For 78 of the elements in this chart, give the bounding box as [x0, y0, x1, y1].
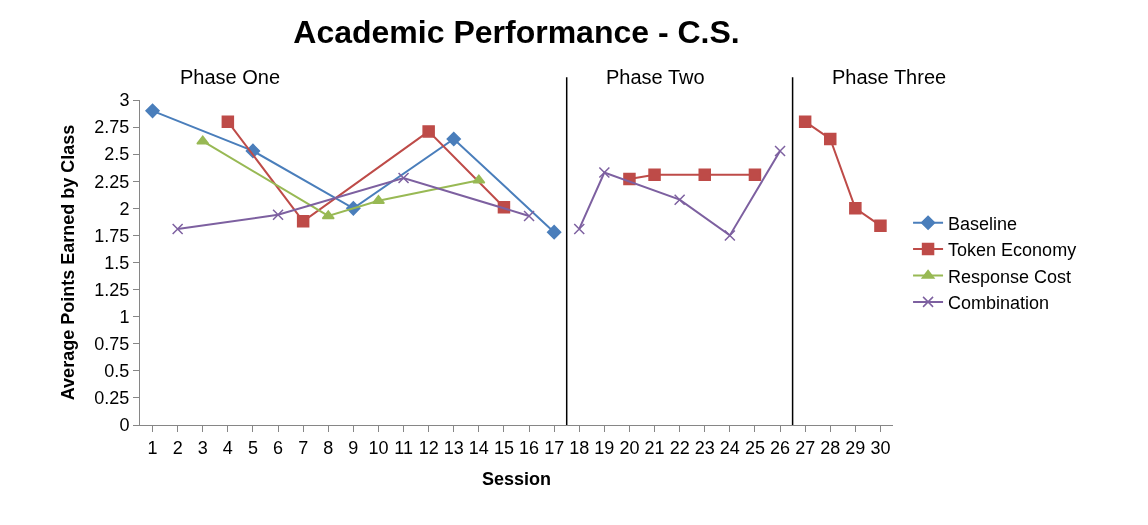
- point: [774, 145, 786, 157]
- point: [673, 193, 686, 206]
- x-tick-label: 30: [870, 437, 891, 458]
- y-tick-label: 1.25: [94, 279, 130, 300]
- point: [824, 132, 837, 146]
- x-tick-label: 17: [544, 437, 565, 458]
- y-axis-title: Average Points Earned by Class: [57, 124, 78, 401]
- point: [321, 210, 335, 220]
- point: [296, 215, 310, 228]
- x-tick-label: 24: [719, 437, 740, 458]
- legend-label: Baseline: [948, 213, 1018, 234]
- x-tick-label: 29: [845, 437, 866, 458]
- x-tick-label: 14: [468, 437, 489, 458]
- y-tick-label: 2: [119, 198, 130, 219]
- point: [397, 172, 410, 184]
- point: [648, 168, 661, 181]
- y-tick-label: 0.25: [94, 388, 130, 409]
- x-tick-label: 3: [197, 437, 208, 458]
- point: [272, 209, 284, 221]
- x-tick-label: 19: [594, 437, 615, 458]
- x-tick-label: 26: [770, 437, 791, 458]
- x-tick-label: 4: [222, 437, 233, 458]
- point: [724, 229, 736, 242]
- x-tick-label: 7: [298, 437, 309, 458]
- y-tick-label: 2.5: [104, 144, 130, 165]
- x-tick-label: 20: [619, 437, 640, 458]
- x-tick-label: 22: [669, 437, 690, 458]
- x-tick-label: 28: [820, 437, 841, 458]
- x-tick-label: 15: [493, 437, 514, 458]
- legend-label: Combination: [948, 292, 1050, 313]
- y-tick-label: 0: [119, 415, 130, 436]
- x-tick-label: 21: [644, 437, 665, 458]
- text: Phase Three: [832, 66, 947, 88]
- y-tick-label: 1.75: [94, 225, 130, 246]
- y-tick-label: 0.75: [94, 334, 130, 355]
- chart-title: Academic Performance - C.S.: [293, 14, 740, 51]
- point: [472, 174, 486, 184]
- point: [748, 168, 762, 181]
- y-tick-label: 3: [119, 90, 130, 111]
- x-tick-label: 9: [348, 437, 359, 458]
- text: Phase Two: [606, 66, 705, 88]
- x-tick-label: 11: [394, 437, 413, 458]
- point: [798, 115, 812, 128]
- point: [221, 115, 235, 128]
- point: [698, 168, 711, 181]
- point: [145, 103, 160, 119]
- x-axis-title: Session: [481, 468, 552, 489]
- legend-label: Response Cost: [948, 266, 1072, 287]
- x-tick-label: 25: [744, 437, 765, 458]
- x-tick-label: 16: [519, 437, 540, 458]
- legend-label: Token Economy: [948, 240, 1077, 261]
- point: [422, 125, 435, 138]
- y-tick-label: 2.75: [94, 117, 130, 138]
- x-tick-label: 13: [443, 437, 464, 458]
- x-tick-label: 8: [323, 437, 334, 458]
- point: [849, 202, 862, 215]
- x-tick-label: 23: [694, 437, 715, 458]
- point: [546, 224, 562, 240]
- point: [874, 219, 887, 232]
- y-tick-label: 1: [119, 306, 130, 327]
- point: [523, 210, 535, 222]
- x-tick-label: 18: [569, 437, 590, 458]
- x-tick-label: 2: [172, 437, 183, 458]
- x-tick-label: 5: [247, 437, 258, 458]
- point: [598, 166, 611, 179]
- point: [573, 223, 585, 235]
- y-tick-label: 0.5: [104, 361, 130, 382]
- x-tick-label: 10: [368, 437, 389, 458]
- point: [196, 135, 210, 145]
- x-tick-label: 12: [418, 437, 439, 458]
- text: Phase One: [180, 66, 281, 88]
- y-tick-label: 1.5: [104, 252, 130, 273]
- y-tick-label: 2.25: [94, 171, 130, 192]
- x-tick-label: 6: [273, 437, 284, 458]
- x-tick-label: 27: [795, 437, 816, 458]
- x-tick-label: 1: [147, 437, 158, 458]
- point: [446, 131, 461, 147]
- point: [171, 223, 184, 235]
